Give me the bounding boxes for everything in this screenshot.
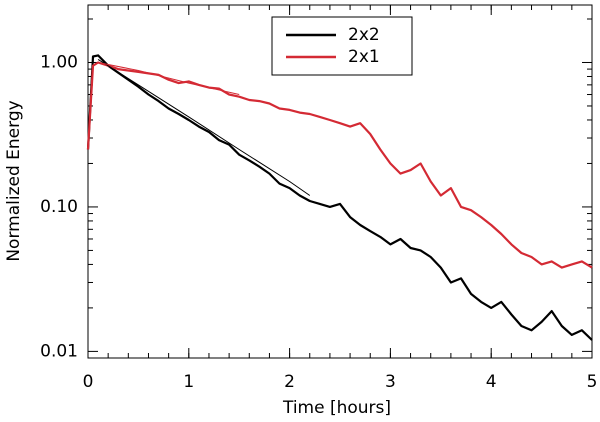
x-tick-label: 0 — [83, 372, 94, 392]
legend-box — [271, 16, 413, 76]
y-tick-label: 0.01 — [40, 341, 78, 361]
series-line — [86, 54, 593, 341]
series-line — [86, 61, 593, 269]
series-line — [97, 58, 311, 196]
x-tick-label: 1 — [183, 372, 194, 392]
x-tick-label: 2 — [284, 372, 295, 392]
y-tick-label: 1.00 — [40, 52, 78, 72]
x-tick-label: 4 — [486, 372, 497, 392]
x-axis-label: Time [hours] — [282, 398, 391, 418]
legend-label: 2x1 — [348, 47, 380, 67]
legend-label: 2x2 — [348, 25, 380, 45]
x-tick-label: 5 — [587, 372, 598, 392]
plot-frame — [87, 4, 593, 359]
series-line — [98, 62, 240, 95]
y-axis-label: Normalized Energy — [4, 100, 24, 261]
x-tick-label: 3 — [385, 372, 396, 392]
y-tick-label: 0.10 — [40, 197, 78, 217]
